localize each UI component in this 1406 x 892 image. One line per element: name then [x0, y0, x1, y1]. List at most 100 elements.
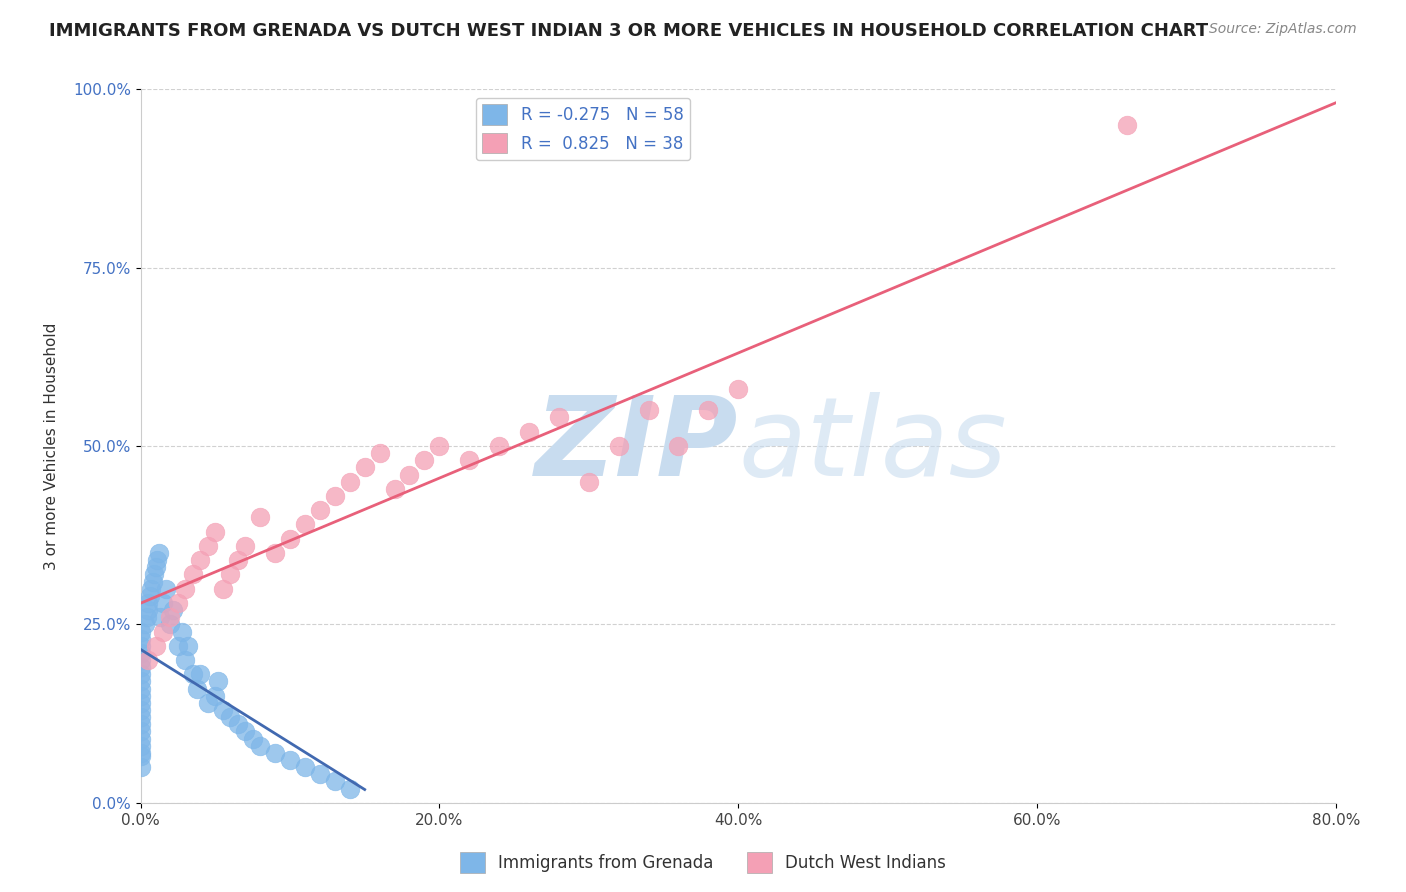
- Point: [458, 453, 481, 467]
- Point: [548, 410, 571, 425]
- Point: [668, 439, 690, 453]
- Point: [219, 567, 242, 582]
- Point: [219, 710, 242, 724]
- Point: [129, 632, 152, 646]
- Point: [141, 574, 163, 589]
- Text: Source: ZipAtlas.com: Source: ZipAtlas.com: [1209, 22, 1357, 37]
- Point: [172, 624, 194, 639]
- Legend: Immigrants from Grenada, Dutch West Indians: Immigrants from Grenada, Dutch West Indi…: [453, 846, 953, 880]
- Point: [152, 596, 174, 610]
- Point: [353, 460, 375, 475]
- Point: [211, 703, 233, 717]
- Point: [309, 503, 332, 517]
- Text: atlas: atlas: [738, 392, 1007, 500]
- Point: [204, 689, 226, 703]
- Point: [488, 439, 510, 453]
- Text: IMMIGRANTS FROM GRENADA VS DUTCH WEST INDIAN 3 OR MORE VEHICLES IN HOUSEHOLD COR: IMMIGRANTS FROM GRENADA VS DUTCH WEST IN…: [49, 22, 1208, 40]
- Point: [129, 660, 152, 674]
- Point: [129, 624, 152, 639]
- Point: [135, 610, 157, 624]
- Point: [226, 717, 249, 731]
- Point: [129, 739, 152, 753]
- Point: [134, 617, 156, 632]
- Point: [517, 425, 540, 439]
- Point: [129, 746, 152, 760]
- Point: [174, 653, 197, 667]
- Point: [188, 553, 212, 567]
- Point: [129, 681, 152, 696]
- Point: [129, 696, 152, 710]
- Point: [139, 582, 162, 596]
- Point: [398, 467, 420, 482]
- Point: [136, 653, 159, 667]
- Point: [149, 610, 172, 624]
- Point: [1115, 118, 1137, 132]
- Point: [167, 639, 190, 653]
- Point: [129, 749, 152, 764]
- Point: [294, 517, 316, 532]
- Point: [152, 624, 174, 639]
- Point: [129, 731, 152, 746]
- Point: [233, 539, 256, 553]
- Point: [607, 439, 630, 453]
- Point: [249, 510, 271, 524]
- Point: [339, 475, 361, 489]
- Point: [129, 760, 152, 774]
- Point: [384, 482, 406, 496]
- Point: [264, 746, 287, 760]
- Legend: R = -0.275   N = 58, R =  0.825   N = 38: R = -0.275 N = 58, R = 0.825 N = 38: [475, 97, 690, 160]
- Point: [129, 674, 152, 689]
- Point: [309, 767, 332, 781]
- Point: [181, 567, 204, 582]
- Point: [242, 731, 264, 746]
- Point: [159, 617, 181, 632]
- Point: [129, 703, 152, 717]
- Point: [129, 710, 152, 724]
- Point: [204, 524, 226, 539]
- Point: [413, 453, 436, 467]
- Point: [145, 639, 167, 653]
- Point: [136, 596, 159, 610]
- Point: [145, 560, 167, 574]
- Point: [129, 689, 152, 703]
- Point: [129, 667, 152, 681]
- Point: [129, 717, 152, 731]
- Point: [174, 582, 197, 596]
- Point: [143, 567, 166, 582]
- Point: [339, 781, 361, 796]
- Point: [167, 596, 190, 610]
- Point: [138, 589, 160, 603]
- Point: [129, 646, 152, 660]
- Point: [159, 610, 181, 624]
- Point: [129, 724, 152, 739]
- Point: [207, 674, 229, 689]
- Point: [637, 403, 659, 417]
- Point: [278, 753, 301, 767]
- Point: [162, 603, 184, 617]
- Point: [146, 553, 169, 567]
- Point: [177, 639, 200, 653]
- Point: [323, 774, 346, 789]
- Point: [578, 475, 600, 489]
- Text: ZIP: ZIP: [534, 392, 738, 500]
- Point: [233, 724, 256, 739]
- Point: [278, 532, 301, 546]
- Point: [727, 382, 749, 396]
- Point: [197, 539, 219, 553]
- Point: [323, 489, 346, 503]
- Point: [136, 603, 159, 617]
- Point: [249, 739, 271, 753]
- Point: [181, 667, 204, 681]
- Point: [264, 546, 287, 560]
- Point: [368, 446, 391, 460]
- Point: [211, 582, 233, 596]
- Point: [186, 681, 208, 696]
- Y-axis label: 3 or more Vehicles in Household: 3 or more Vehicles in Household: [44, 322, 59, 570]
- Point: [129, 653, 152, 667]
- Point: [697, 403, 720, 417]
- Point: [197, 696, 219, 710]
- Point: [226, 553, 249, 567]
- Point: [148, 546, 170, 560]
- Point: [188, 667, 212, 681]
- Point: [294, 760, 316, 774]
